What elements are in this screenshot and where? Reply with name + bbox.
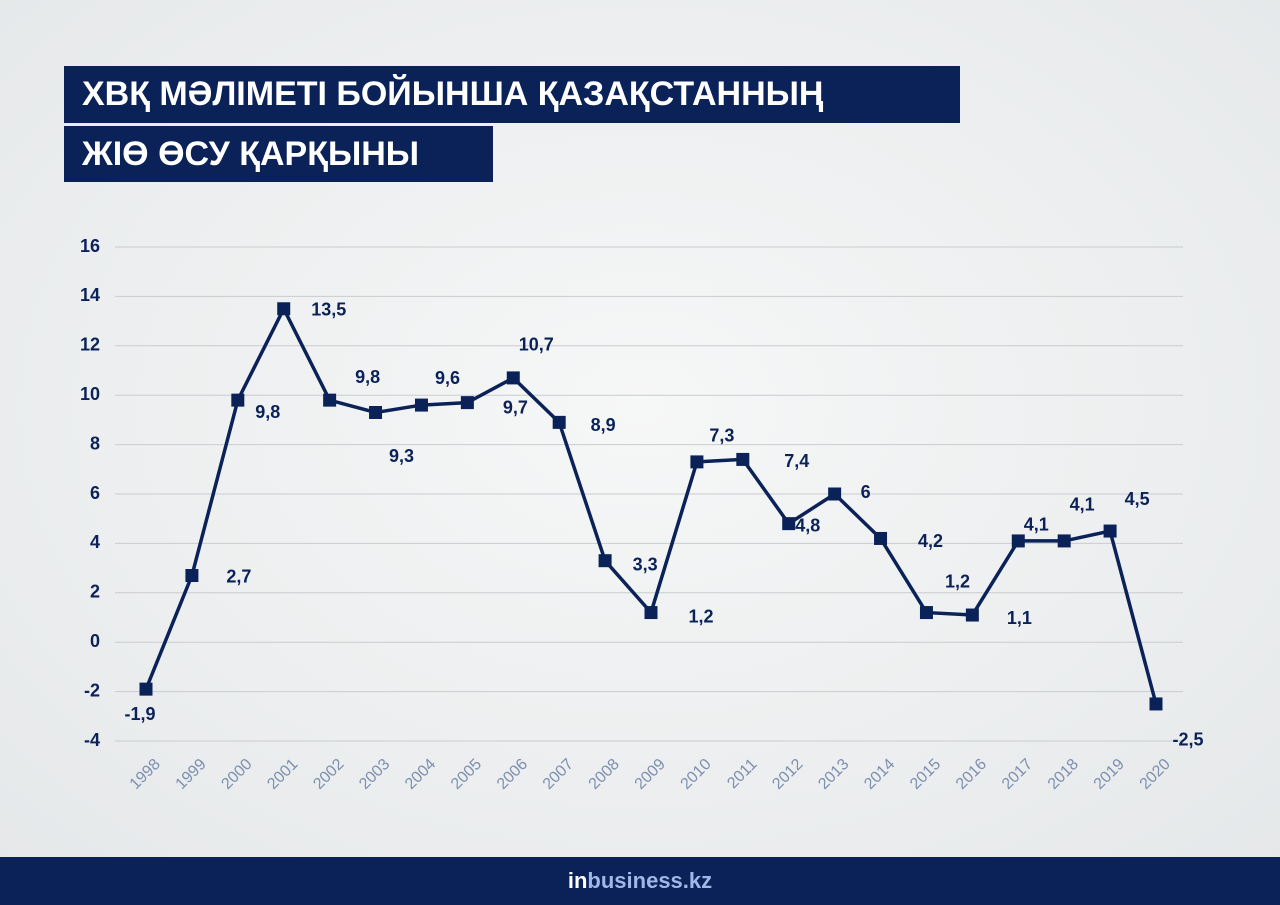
data-point <box>965 608 979 622</box>
data-label: 8,9 <box>591 415 616 435</box>
footer-bar <box>0 857 1280 905</box>
data-label: 9,6 <box>435 368 460 388</box>
data-point <box>1103 524 1117 538</box>
data-point <box>782 517 796 531</box>
data-point <box>323 393 337 407</box>
chart-title: ЖІӨ ӨСУ ҚАРҚЫНЫ <box>81 135 419 173</box>
data-label: 7,4 <box>784 451 809 471</box>
data-point <box>552 415 566 429</box>
data-point <box>919 606 933 620</box>
data-point <box>644 606 658 620</box>
y-tick-label: -2 <box>84 680 100 700</box>
title-box <box>64 126 493 182</box>
data-point <box>139 682 153 696</box>
data-point <box>1057 534 1071 548</box>
data-point <box>1011 534 1025 548</box>
y-tick-label: 0 <box>90 631 100 651</box>
data-point <box>874 531 888 545</box>
data-label: 1,2 <box>945 571 970 591</box>
data-point <box>185 569 199 583</box>
y-tick-label: 2 <box>90 582 100 602</box>
data-label: -1,9 <box>124 704 155 724</box>
data-label: 4,5 <box>1125 489 1150 509</box>
chart-title: ХВҚ МӘЛІМЕТІ БОЙЫНША ҚАЗАҚСТАННЫҢ <box>82 74 824 113</box>
y-tick-label: 4 <box>90 532 100 552</box>
data-label: 9,8 <box>255 402 280 422</box>
brand: business.kz <box>587 868 712 893</box>
data-point <box>231 393 245 407</box>
data-label: 6 <box>861 482 871 502</box>
data-label: 4,1 <box>1070 495 1095 515</box>
data-point <box>736 452 750 466</box>
y-tick-label: -4 <box>84 730 100 750</box>
data-label: 13,5 <box>311 300 346 320</box>
y-tick-label: 16 <box>80 236 100 256</box>
y-tick-label: 10 <box>80 384 100 404</box>
y-tick-label: 12 <box>80 335 100 355</box>
data-label: 7,3 <box>709 426 734 446</box>
data-label: 9,3 <box>389 446 414 466</box>
footer-brand: inbusiness.kz <box>568 868 712 893</box>
brand-prefix: in <box>568 868 588 893</box>
y-tick-label: 8 <box>90 433 100 453</box>
data-point <box>1149 697 1163 711</box>
y-tick-label: 6 <box>90 483 100 503</box>
data-label: 4,8 <box>795 515 820 535</box>
data-point <box>828 487 842 501</box>
data-point <box>460 396 474 410</box>
data-point <box>277 302 291 316</box>
data-label: 9,7 <box>503 397 528 417</box>
data-point <box>598 554 612 568</box>
data-point <box>690 455 704 469</box>
data-label: 1,1 <box>1007 608 1032 628</box>
y-tick-label: 14 <box>80 285 100 305</box>
data-label: -2,5 <box>1172 730 1203 750</box>
data-label: 2,7 <box>226 566 251 586</box>
title-box <box>64 66 960 123</box>
data-label: 4,2 <box>918 531 943 551</box>
data-label: 10,7 <box>519 335 554 355</box>
data-label: 3,3 <box>633 554 658 574</box>
data-label: 4,1 <box>1024 515 1049 535</box>
data-point <box>506 371 520 385</box>
data-point <box>414 398 428 412</box>
data-label: 1,2 <box>688 606 713 626</box>
data-label: 9,8 <box>355 367 380 387</box>
data-point <box>369 405 383 419</box>
